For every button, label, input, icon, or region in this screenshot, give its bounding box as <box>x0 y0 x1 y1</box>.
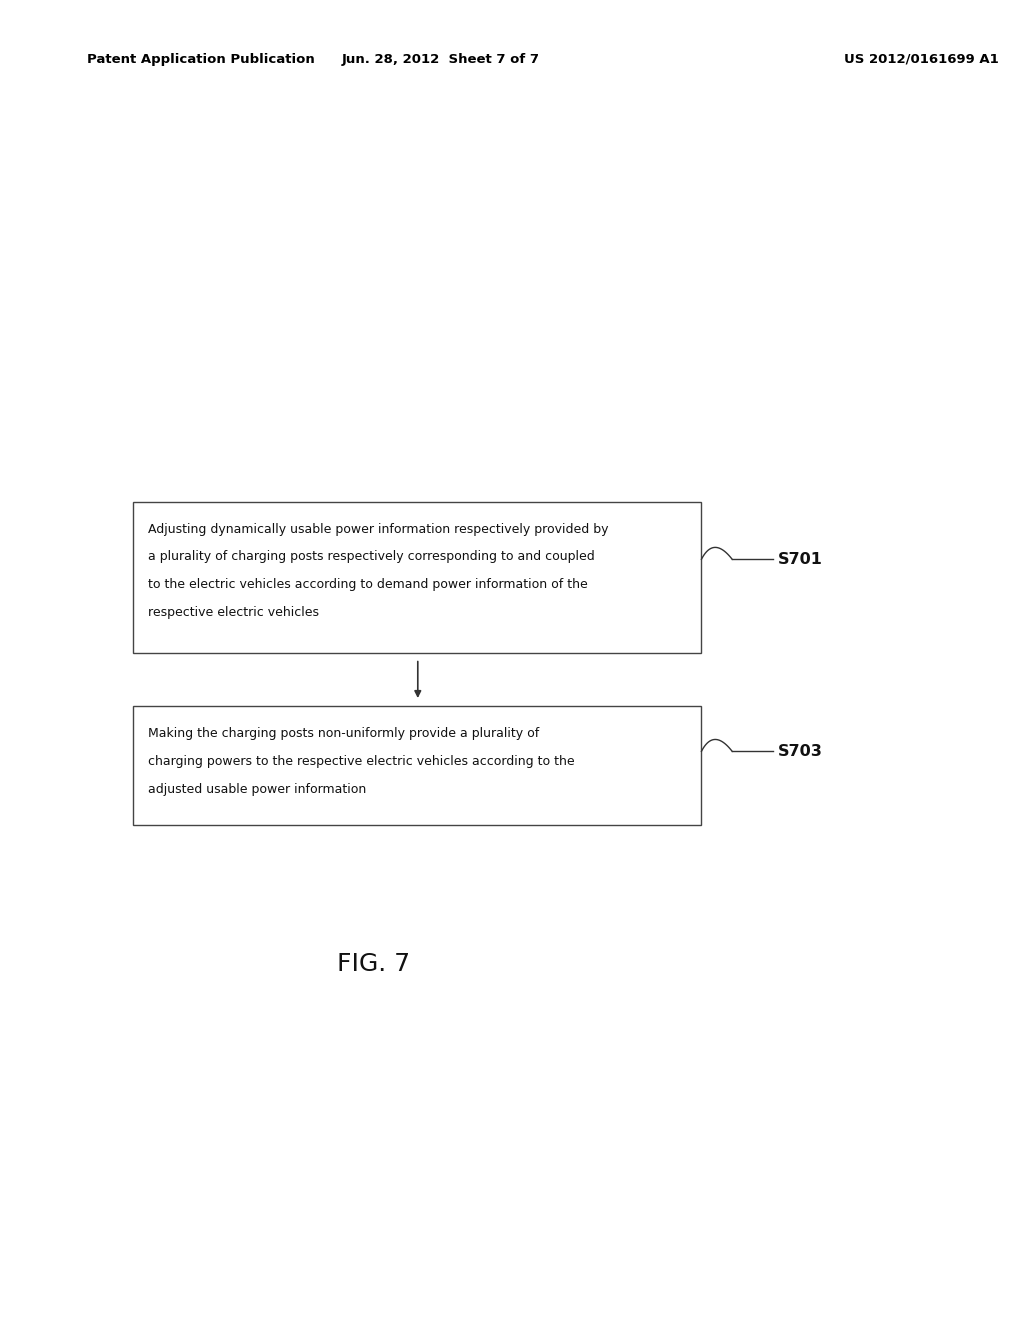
Text: Jun. 28, 2012  Sheet 7 of 7: Jun. 28, 2012 Sheet 7 of 7 <box>341 53 540 66</box>
Text: S703: S703 <box>778 744 823 759</box>
Bar <box>133 502 701 653</box>
Text: Patent Application Publication: Patent Application Publication <box>87 53 314 66</box>
Text: Adjusting dynamically usable power information respectively provided by: Adjusting dynamically usable power infor… <box>148 523 609 536</box>
Text: US 2012/0161699 A1: US 2012/0161699 A1 <box>844 53 999 66</box>
Text: respective electric vehicles: respective electric vehicles <box>148 606 319 619</box>
Text: Making the charging posts non-uniformly provide a plurality of: Making the charging posts non-uniformly … <box>148 727 540 741</box>
Bar <box>133 706 701 825</box>
Text: S701: S701 <box>778 552 823 566</box>
Text: a plurality of charging posts respectively corresponding to and coupled: a plurality of charging posts respective… <box>148 550 595 564</box>
Text: charging powers to the respective electric vehicles according to the: charging powers to the respective electr… <box>148 755 575 768</box>
Text: to the electric vehicles according to demand power information of the: to the electric vehicles according to de… <box>148 578 588 591</box>
Text: adjusted usable power information: adjusted usable power information <box>148 783 367 796</box>
Text: FIG. 7: FIG. 7 <box>337 952 411 975</box>
